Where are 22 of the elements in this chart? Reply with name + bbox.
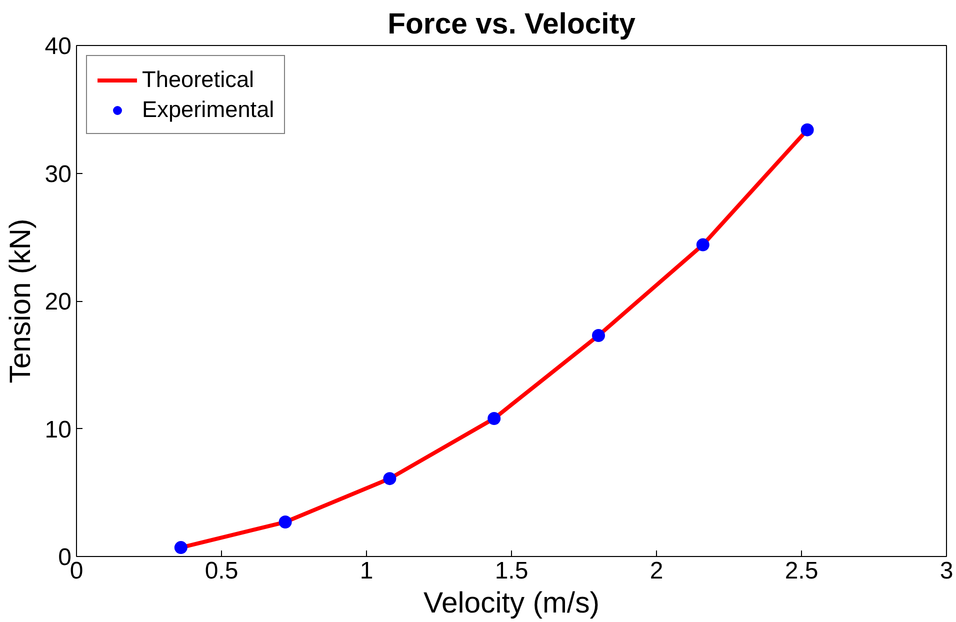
legend-label: Experimental — [142, 96, 274, 123]
legend-label: Theoretical — [142, 66, 254, 93]
y-tick-label: 30 — [44, 160, 72, 188]
point — [592, 329, 605, 342]
x-tick-label: 1.5 — [494, 558, 528, 584]
point — [696, 238, 710, 252]
y-axis-title: Tension (kN) — [4, 218, 37, 384]
point — [174, 541, 188, 554]
point — [278, 516, 292, 528]
y-tick-label: 40 — [44, 33, 72, 60]
x-tick-label: 3 — [940, 558, 954, 584]
point — [800, 123, 814, 136]
y-tick-label: 10 — [44, 416, 72, 444]
point — [488, 412, 501, 426]
point — [383, 472, 396, 486]
x-tick-label: 2 — [650, 558, 664, 584]
x-tick-label: 0.5 — [204, 558, 238, 584]
x-tick-label: 2.5 — [784, 558, 818, 584]
x-axis-title: Velocity (m/s) — [424, 586, 600, 620]
y-tick-label: 20 — [44, 288, 72, 316]
chart-title: Force vs. Velocity — [388, 8, 636, 40]
x-tick-label: 1 — [360, 558, 374, 584]
